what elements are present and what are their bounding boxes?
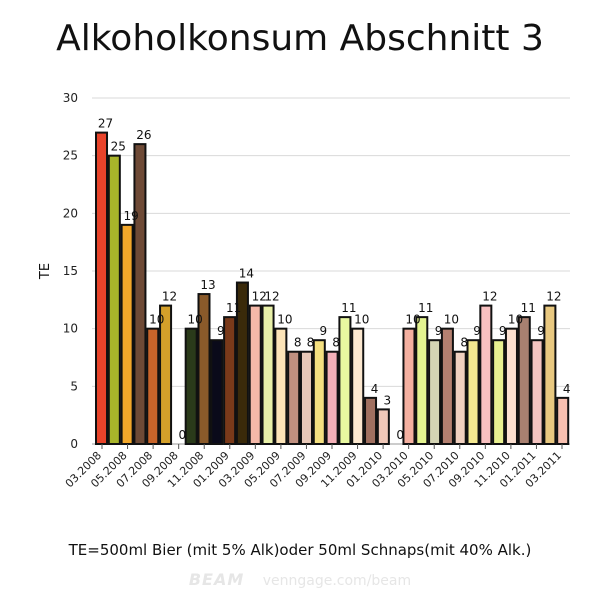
data-label: 11 xyxy=(418,301,433,315)
y-tick-label: 25 xyxy=(63,149,78,163)
data-label: 9 xyxy=(499,324,507,338)
data-label: 11 xyxy=(226,301,241,315)
data-label: 0 xyxy=(179,428,187,442)
bar xyxy=(210,339,224,446)
data-label: 9 xyxy=(537,324,545,338)
data-label: 10 xyxy=(149,313,164,327)
data-label: 11 xyxy=(341,301,356,315)
data-label: 10 xyxy=(277,313,292,327)
data-label: 12 xyxy=(252,290,267,304)
bar xyxy=(440,327,454,445)
y-tick-label: 20 xyxy=(63,206,78,220)
data-label: 4 xyxy=(563,382,571,396)
footnote: TE=500ml Bier (mit 5% Alk)oder 50ml Schn… xyxy=(68,541,532,559)
watermark-url: venngage.com/beam xyxy=(262,573,412,589)
data-label: 9 xyxy=(319,324,327,338)
bar xyxy=(248,304,262,445)
y-tick-label: 5 xyxy=(70,379,78,393)
y-tick-label: 15 xyxy=(63,264,78,278)
bar xyxy=(517,316,531,445)
y-tick-label: 0 xyxy=(70,437,78,451)
bar xyxy=(223,316,237,445)
bar xyxy=(235,281,249,445)
x-axis-ticks: 03.200805.200807.200809.200811.200801.20… xyxy=(63,444,564,490)
bar xyxy=(466,339,480,446)
bar xyxy=(453,350,467,446)
bar xyxy=(159,304,173,445)
bar xyxy=(543,304,557,445)
bars xyxy=(95,131,570,446)
bar xyxy=(492,339,506,446)
data-label: 3 xyxy=(384,393,392,407)
watermark: BEAM venngage.com/beam xyxy=(0,570,600,589)
data-label: 12 xyxy=(482,290,497,304)
data-label: 8 xyxy=(460,336,468,350)
y-axis-ticks: 0 5 10 15 20 25 30 xyxy=(63,91,78,451)
bar xyxy=(376,408,390,445)
data-label: 10 xyxy=(405,313,420,327)
bar xyxy=(556,396,570,446)
bar xyxy=(107,154,121,446)
bar xyxy=(299,350,313,446)
bar xyxy=(146,327,160,445)
watermark-brand: BEAM xyxy=(188,570,245,589)
data-label: 9 xyxy=(217,324,225,338)
data-label: 8 xyxy=(294,336,302,350)
data-label: 9 xyxy=(473,324,481,338)
bar xyxy=(530,339,544,446)
data-label: 0 xyxy=(396,428,404,442)
bar xyxy=(402,327,416,445)
data-label: 13 xyxy=(200,278,215,292)
y-tick-label: 10 xyxy=(63,322,78,336)
data-label: 8 xyxy=(332,336,340,350)
bar xyxy=(479,304,493,445)
bar xyxy=(415,316,429,445)
bar xyxy=(364,396,378,446)
data-label: 8 xyxy=(307,336,315,350)
data-label: 12 xyxy=(162,290,177,304)
data-label: 27 xyxy=(98,117,113,131)
bar xyxy=(184,327,198,445)
bar xyxy=(120,223,134,445)
bar xyxy=(274,327,288,445)
data-label: 25 xyxy=(111,140,126,154)
bar xyxy=(351,327,365,445)
bar xyxy=(287,350,301,446)
data-label: 10 xyxy=(508,313,523,327)
bar xyxy=(312,339,326,446)
data-label: 10 xyxy=(188,313,203,327)
bar xyxy=(261,304,275,445)
chart-title: Alkoholkonsum Abschnitt 3 xyxy=(56,18,544,59)
data-label: 10 xyxy=(444,313,459,327)
data-label: 11 xyxy=(521,301,536,315)
bar xyxy=(95,131,109,445)
data-label: 19 xyxy=(123,209,138,223)
bar xyxy=(338,316,352,445)
bar xyxy=(428,339,442,446)
data-label: 10 xyxy=(354,313,369,327)
data-label: 26 xyxy=(136,128,151,142)
data-label: 4 xyxy=(371,382,379,396)
data-label: 9 xyxy=(435,324,443,338)
y-axis-title: TE xyxy=(38,263,53,280)
data-label: 12 xyxy=(264,290,279,304)
bar xyxy=(133,143,147,445)
bar xyxy=(504,327,518,445)
y-tick-label: 30 xyxy=(63,91,78,105)
data-label: 12 xyxy=(546,290,561,304)
bar xyxy=(325,350,339,446)
data-label: 14 xyxy=(239,267,254,281)
